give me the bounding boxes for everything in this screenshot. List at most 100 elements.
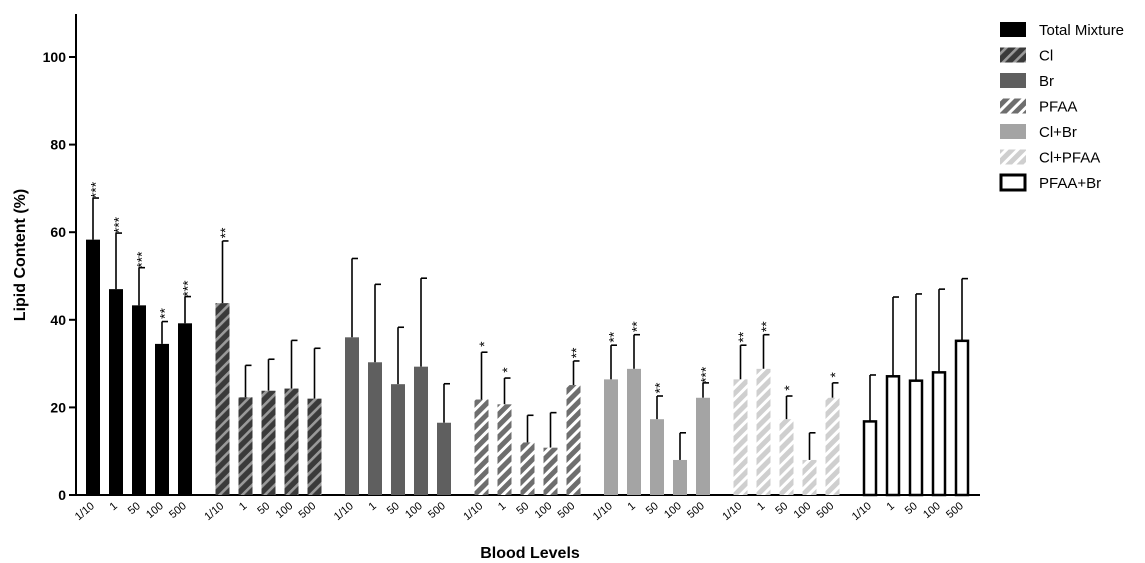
legend-label: Total Mixture (1039, 22, 1124, 39)
bar (802, 459, 817, 495)
significance-label: * (827, 372, 843, 378)
bar (368, 362, 382, 495)
x-tick-label: 100 (921, 500, 943, 521)
x-tick-label: 50 (126, 500, 143, 517)
x-tick-label: 500 (944, 500, 966, 521)
x-tick-label: 1 (626, 500, 638, 513)
significance-label: *** (111, 216, 127, 233)
significance-label: ** (629, 321, 645, 332)
x-tick-label: 50 (255, 500, 272, 517)
bar (650, 419, 664, 495)
x-tick-label: 50 (385, 500, 402, 517)
bar (345, 337, 359, 495)
bar (825, 397, 840, 495)
bar (391, 384, 405, 495)
significance-label: *** (180, 280, 196, 297)
series-group: ** 1/10 ** 1 * 50 100 * 500 (720, 321, 843, 523)
series-group: 1/10 1 50 100 500 (332, 257, 451, 523)
significance-label: ** (758, 321, 774, 332)
series-group: * 1/10 * 1 50 100 ** 500 (461, 341, 584, 523)
x-tick-label: 1/10 (850, 500, 874, 523)
legend-swatch (1000, 73, 1026, 88)
bar (885, 375, 901, 497)
legend-swatch (1000, 22, 1026, 37)
x-tick-label: 100 (274, 500, 296, 521)
bar (543, 447, 558, 495)
significance-label: ** (568, 347, 584, 358)
x-tick-label: 50 (903, 500, 920, 517)
legend-swatch (1000, 149, 1026, 165)
bar (566, 385, 581, 495)
bar (954, 339, 970, 497)
bar (779, 419, 794, 495)
x-tick-label: 50 (514, 500, 531, 517)
y-tick-label: 100 (43, 49, 67, 65)
bar (696, 397, 710, 495)
x-tick-label: 500 (167, 500, 189, 521)
x-axis-title: Blood Levels (480, 545, 580, 562)
legend-swatch (1000, 47, 1026, 63)
legend-swatch (999, 173, 1027, 192)
x-tick-label: 1/10 (720, 500, 744, 523)
series-group: 1/10 1 50 100 500 (850, 277, 970, 523)
y-tick-label: 80 (50, 137, 66, 153)
series-group: ** 1/10 ** 1 ** 50 100 *** 500 (591, 321, 714, 523)
legend-swatch (1000, 124, 1026, 139)
legend-label: Cl (1039, 48, 1053, 65)
bar (931, 371, 947, 497)
x-tick-label: 100 (792, 500, 814, 521)
x-tick-label: 1 (237, 500, 249, 513)
bar (520, 442, 535, 495)
x-tick-label: 500 (815, 500, 837, 521)
bar (627, 368, 641, 495)
x-tick-label: 500 (426, 500, 448, 521)
x-tick-label: 100 (662, 500, 684, 521)
legend-label: Cl+Br (1039, 124, 1077, 141)
x-tick-label: 50 (644, 500, 661, 517)
significance-label: *** (88, 181, 104, 198)
x-tick-label: 100 (144, 500, 166, 521)
bar (261, 390, 276, 495)
bar (908, 379, 924, 497)
x-tick-label: 1 (885, 500, 897, 513)
bar (155, 343, 169, 495)
significance-label: * (476, 341, 492, 347)
x-tick-label: 50 (773, 500, 790, 517)
legend-label: PFAA (1039, 99, 1077, 116)
y-tick-label: 60 (50, 224, 66, 240)
plot-area: 020406080100***1/10***1***50**100***500*… (43, 14, 980, 523)
legend: Total Mixture Cl Br PFAA Cl+Br Cl+PFAA PFAA+Br (999, 22, 1124, 192)
bar (862, 420, 878, 497)
bar (132, 305, 146, 495)
legend-swatch (1000, 98, 1026, 114)
x-tick-label: 1/10 (202, 500, 226, 523)
bar (497, 404, 512, 495)
x-tick-label: 1 (755, 500, 767, 513)
bar (437, 422, 451, 495)
bar (756, 368, 771, 495)
y-tick-label: 0 (58, 487, 66, 503)
bar (414, 366, 428, 495)
significance-label: * (781, 385, 797, 391)
x-tick-label: 1 (108, 500, 120, 513)
significance-label: * (499, 367, 515, 373)
bar (86, 239, 100, 495)
x-tick-label: 500 (556, 500, 578, 521)
x-tick-label: 1 (367, 500, 379, 513)
x-tick-label: 1/10 (73, 500, 97, 523)
x-tick-label: 500 (297, 500, 319, 521)
x-tick-label: 500 (685, 500, 707, 521)
y-axis-title: Lipid Content (%) (12, 189, 29, 321)
x-tick-label: 1/10 (591, 500, 615, 523)
legend-label: PFAA+Br (1039, 175, 1101, 192)
y-tick-label: 20 (50, 399, 66, 415)
significance-label: ** (606, 331, 622, 342)
x-tick-label: 1/10 (461, 500, 485, 523)
bar (673, 459, 687, 495)
bar (178, 323, 192, 495)
bar (109, 289, 123, 495)
bar (733, 379, 748, 495)
bar (307, 398, 322, 495)
significance-label: *** (134, 251, 150, 268)
